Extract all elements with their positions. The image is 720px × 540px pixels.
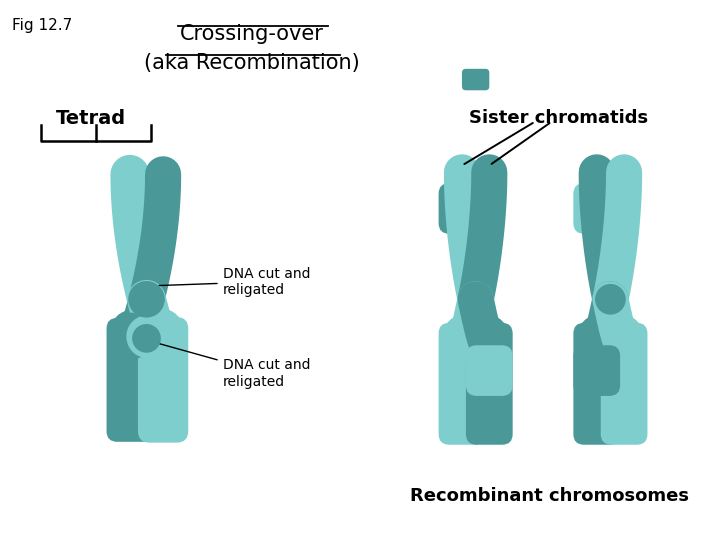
FancyBboxPatch shape xyxy=(573,183,620,234)
Circle shape xyxy=(129,282,164,317)
FancyBboxPatch shape xyxy=(438,183,485,234)
Text: Recombinant chromosomes: Recombinant chromosomes xyxy=(410,487,689,505)
FancyBboxPatch shape xyxy=(107,318,153,442)
FancyBboxPatch shape xyxy=(573,323,620,445)
Text: DNA cut and
religated: DNA cut and religated xyxy=(159,267,310,297)
FancyBboxPatch shape xyxy=(573,345,620,396)
FancyBboxPatch shape xyxy=(466,345,513,396)
FancyBboxPatch shape xyxy=(138,317,188,443)
Text: (aka Recombination): (aka Recombination) xyxy=(144,53,360,73)
Text: Crossing-over: Crossing-over xyxy=(180,24,324,44)
FancyBboxPatch shape xyxy=(438,323,485,445)
Text: Fig 12.7: Fig 12.7 xyxy=(12,18,72,33)
Circle shape xyxy=(461,285,490,314)
FancyBboxPatch shape xyxy=(462,69,490,90)
Text: Tetrad: Tetrad xyxy=(55,109,126,128)
Circle shape xyxy=(132,325,160,352)
Text: DNA cut and
religated: DNA cut and religated xyxy=(157,343,310,389)
FancyBboxPatch shape xyxy=(466,323,513,445)
Text: Sister chromatids: Sister chromatids xyxy=(469,109,648,127)
Circle shape xyxy=(595,285,625,314)
FancyBboxPatch shape xyxy=(600,323,647,445)
